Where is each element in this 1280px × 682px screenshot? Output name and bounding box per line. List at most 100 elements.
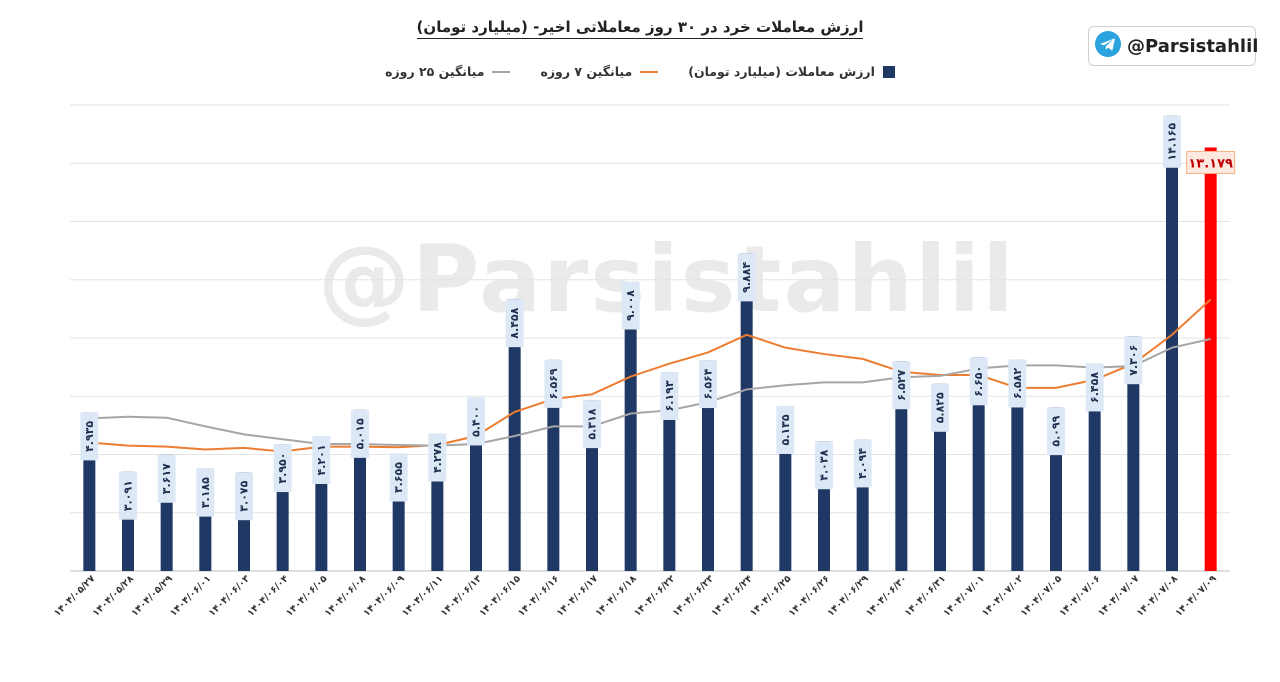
data-label-group-26: ۶.۴۵۸ <box>1085 363 1104 412</box>
data-label-box-10 <box>467 397 485 446</box>
data-label-group-14: ۹.۰۰۸ <box>621 281 640 330</box>
data-label-21: ۶.۵۲۷ <box>895 369 908 400</box>
data-label-box-15 <box>660 371 679 420</box>
data-label-29: ۱۳.۱۷۹ <box>1188 156 1233 171</box>
data-label-26: ۶.۴۵۸ <box>1088 372 1101 403</box>
data-label-box-27 <box>1124 336 1143 385</box>
bar-14 <box>624 281 637 571</box>
data-label-group-19: ۴.۰۳۸ <box>815 441 833 490</box>
bar-15 <box>663 371 676 571</box>
telegram-icon <box>1095 31 1121 61</box>
channel-badge[interactable]: @Parsistahlil <box>1088 26 1259 66</box>
legend-label-ma7: میانگین ۷ روزه <box>540 64 633 79</box>
data-label-group-16: ۶.۵۶۴ <box>699 360 717 409</box>
data-label-group-3: ۳.۱۸۵ <box>196 468 215 517</box>
data-label-20: ۴.۰۹۴ <box>856 448 869 479</box>
data-label-box-28 <box>1163 115 1181 168</box>
line-ma25 <box>89 337 1211 447</box>
data-label-box-26 <box>1085 363 1104 412</box>
data-label-group-2: ۳.۶۱۷ <box>157 454 176 503</box>
data-label-24: ۶.۵۸۲ <box>1011 368 1024 399</box>
data-label-6: ۴.۲۰۱ <box>315 444 328 475</box>
data-label-2: ۳.۶۱۷ <box>160 463 173 494</box>
data-label-group-6: ۴.۲۰۱ <box>312 435 331 484</box>
data-label-box-22 <box>931 383 949 432</box>
x-tick-label-29: ۱۴۰۴/۰۷/۰۹ <box>1173 573 1219 619</box>
data-label-box-25 <box>1047 407 1065 456</box>
legend-label-ma25: میانگین ۲۵ روزه <box>385 64 485 79</box>
chart-title: ارزش معاملات خرد در ۳۰ روز معاملاتی اخیر… <box>0 18 1280 39</box>
data-label-box-7 <box>351 409 369 458</box>
data-label-1: ۳.۰۹۱ <box>122 480 135 511</box>
bar-29 <box>1204 147 1217 571</box>
data-label-group-11: ۸.۴۵۸ <box>505 299 524 348</box>
data-label-group-1: ۳.۰۹۱ <box>119 471 137 520</box>
bar-12 <box>547 359 560 571</box>
data-label-19: ۴.۰۳۸ <box>818 449 831 480</box>
channel-name: @Parsistahlil <box>1127 35 1259 57</box>
data-label-28: ۱۴.۱۶۵ <box>1166 123 1179 161</box>
legend-swatch-bars <box>882 65 895 78</box>
data-label-box-17 <box>737 253 756 302</box>
data-label-4: ۳.۰۷۵ <box>238 480 251 511</box>
data-label-14: ۹.۰۰۸ <box>624 290 637 321</box>
data-label-15: ۶.۱۹۳ <box>663 380 676 411</box>
legend-item-bars: ارزش معاملات (میلیارد تومان) <box>688 64 895 79</box>
data-label-box-18 <box>776 405 795 454</box>
data-label-box-23 <box>969 357 988 406</box>
data-label-box-16 <box>699 360 717 409</box>
data-label-box-20 <box>853 439 872 488</box>
data-label-group-10: ۵.۴۰۰ <box>467 397 485 446</box>
data-label-0: ۴.۹۳۵ <box>83 421 96 452</box>
legend-label-bars: ارزش معاملات (میلیارد تومان) <box>688 64 875 79</box>
data-label-group-20: ۴.۰۹۴ <box>853 439 872 488</box>
data-label-11: ۸.۴۵۸ <box>508 307 521 338</box>
data-label-box-8 <box>389 453 408 502</box>
data-label-group-5: ۳.۹۵۰ <box>273 444 292 493</box>
data-label-box-0 <box>80 412 99 461</box>
data-label-box-13 <box>583 400 601 449</box>
data-label-group-28: ۱۴.۱۶۵ <box>1163 115 1181 168</box>
data-label-box-1 <box>119 471 137 520</box>
data-label-group-15: ۶.۱۹۳ <box>660 371 679 420</box>
legend: ارزش معاملات (میلیارد تومان) میانگین ۷ ر… <box>0 64 1280 79</box>
data-label-18: ۵.۱۳۵ <box>779 414 792 445</box>
data-label-box-4 <box>235 472 253 521</box>
data-label-box-19 <box>815 441 833 490</box>
data-label-9: ۴.۲۷۸ <box>431 442 444 473</box>
data-label-box-5 <box>273 444 292 493</box>
bar-28 <box>1166 115 1178 571</box>
legend-swatch-ma25 <box>492 70 511 73</box>
bar-16 <box>702 360 714 571</box>
data-label-box-9 <box>428 433 447 482</box>
data-label-group-0: ۴.۹۳۵ <box>80 412 99 461</box>
data-label-group-12: ۶.۵۶۹ <box>544 359 563 408</box>
data-label-group-18: ۵.۱۳۵ <box>776 405 795 454</box>
data-label-group-24: ۶.۵۸۲ <box>1008 359 1027 408</box>
line-ma7 <box>89 298 1212 453</box>
data-label-5: ۳.۹۵۰ <box>276 453 289 484</box>
data-label-box-3 <box>196 468 215 517</box>
bar-26 <box>1088 363 1101 571</box>
legend-item-ma25: میانگین ۲۵ روزه <box>385 64 511 79</box>
data-label-group-13: ۵.۳۱۸ <box>583 400 601 449</box>
data-label-box-14 <box>621 281 640 330</box>
data-label-group-8: ۳.۶۵۵ <box>389 453 408 502</box>
data-label-group-27: ۷.۳۰۶ <box>1124 336 1143 385</box>
data-label-group-9: ۴.۲۷۸ <box>428 433 447 482</box>
data-label-25: ۵.۰۹۹ <box>1050 415 1063 446</box>
data-label-10: ۵.۴۰۰ <box>470 406 483 437</box>
data-label-box-2 <box>157 454 176 503</box>
data-label-12: ۶.۵۶۹ <box>547 368 560 399</box>
data-label-box-6 <box>312 435 331 484</box>
data-label-7: ۵.۰۱۵ <box>354 418 367 449</box>
data-label-box-29 <box>1186 150 1236 174</box>
legend-swatch-ma7 <box>640 70 659 73</box>
data-label-box-12 <box>544 359 563 408</box>
bar-23 <box>972 357 985 571</box>
data-label-27: ۷.۳۰۶ <box>1127 345 1140 376</box>
data-label-group-22: ۵.۸۲۵ <box>931 383 949 432</box>
data-label-group-21: ۶.۵۲۷ <box>892 361 911 410</box>
data-label-17: ۹.۸۸۴ <box>740 262 753 293</box>
